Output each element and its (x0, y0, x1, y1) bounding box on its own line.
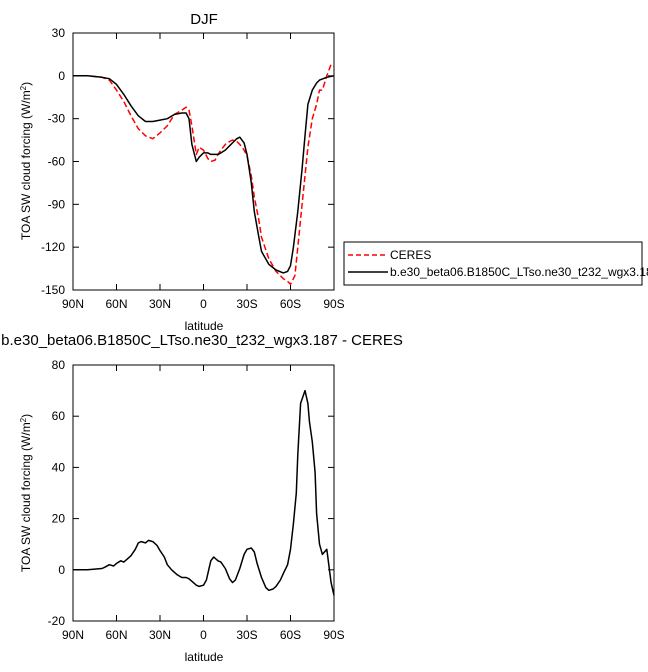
top-ticks: 90N 60N 30N 0 30S 60S 90S 30 0 -30 -60 -90 -120 -150 (41, 26, 345, 311)
bottom-x-tick-label: 90S (323, 628, 344, 642)
top-y-tick-label: 30 (52, 26, 66, 40)
bottom-plot-frame (73, 365, 334, 621)
bottom-chart-title: b.e30_beta06.B1850C_LTso.ne30_t232_wgx3.… (1, 332, 403, 349)
top-series-line-1 (73, 76, 334, 273)
bottom-panel: b.e30_beta06.B1850C_LTso.ne30_t232_wgx3.… (1, 332, 403, 664)
bottom-y-tick-label: 60 (52, 409, 66, 423)
bottom-y-axis-label: TOA SW cloud forcing (W/m2) (19, 414, 34, 572)
top-x-tick-label: 60S (280, 297, 301, 311)
top-panel: DJF 90N 60N 30N 0 30S 60S 90S 30 0 -30 -60 -90 -120 -… (19, 11, 648, 333)
top-x-tick-label: 30N (149, 297, 171, 311)
legend-label-model: b.e30_beta06.B1850C_LTso.ne30_t232_wgx3.… (390, 265, 648, 279)
bottom-y-axis-label-end: ) (19, 414, 33, 418)
bottom-series-line-0 (73, 391, 334, 596)
top-x-tick-label: 60N (105, 297, 127, 311)
bottom-y-tick-label: -20 (48, 614, 66, 628)
top-x-tick-label: 30S (236, 297, 257, 311)
bottom-x-tick-label: 90N (62, 628, 84, 642)
top-x-tick-label: 90S (323, 297, 344, 311)
top-y-tick-label: -120 (41, 240, 65, 254)
top-x-tick-label: 0 (200, 297, 207, 311)
top-y-tick-label: -30 (48, 112, 66, 126)
bottom-ticks: 90N 60N 30N 0 30S 60S 90S 80 60 40 20 0 -20 (48, 358, 345, 642)
top-series-line-0 (73, 64, 334, 284)
bottom-x-tick-label: 60S (280, 628, 301, 642)
bottom-x-tick-label: 0 (200, 628, 207, 642)
top-plot-frame (73, 33, 334, 290)
bottom-y-tick-label: 80 (52, 358, 66, 372)
bottom-x-tick-label: 60N (105, 628, 127, 642)
top-y-tick-label: -60 (48, 155, 66, 169)
top-x-tick-label: 90N (62, 297, 84, 311)
bottom-series (73, 391, 334, 596)
bottom-x-tick-label: 30S (236, 628, 257, 642)
top-y-axis-label: TOA SW cloud forcing (W/m2) (19, 82, 34, 240)
bottom-y-tick-label: 0 (58, 563, 65, 577)
top-y-axis-label-main: TOA SW cloud forcing (W/m (19, 90, 33, 240)
top-y-tick-label: -90 (48, 197, 66, 211)
bottom-y-tick-label: 40 (52, 460, 66, 474)
top-x-axis-label: latitude (185, 319, 224, 333)
bottom-y-axis-label-main: TOA SW cloud forcing (W/m (19, 422, 33, 572)
bottom-x-tick-label: 30N (149, 628, 171, 642)
legend-label-ceres: CERES (390, 248, 431, 262)
legend: CERES b.e30_beta06.B1850C_LTso.ne30_t232… (344, 242, 648, 285)
top-series (73, 64, 334, 284)
bottom-x-axis-label: latitude (185, 650, 224, 664)
top-y-tick-label: 0 (58, 69, 65, 83)
top-chart-title: DJF (190, 11, 218, 28)
top-y-tick-label: -150 (41, 283, 65, 297)
bottom-y-tick-label: 20 (52, 512, 66, 526)
top-y-axis-label-end: ) (19, 82, 33, 86)
